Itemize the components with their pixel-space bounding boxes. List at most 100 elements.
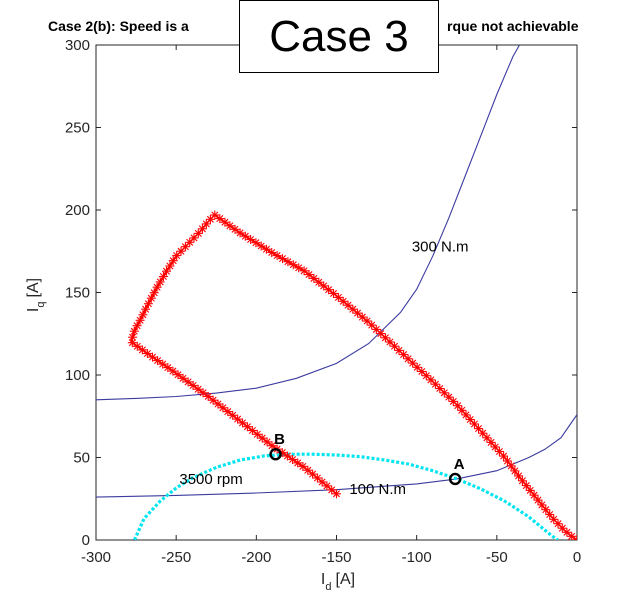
star-stroke	[268, 248, 276, 257]
star-stroke	[258, 434, 266, 442]
star-stroke	[474, 425, 483, 433]
trajectory-star-marker	[168, 366, 178, 376]
trajectory-star-marker	[193, 384, 203, 394]
trajectory-star-marker	[180, 242, 190, 252]
trajectory-star-marker	[332, 489, 341, 499]
star-stroke	[427, 376, 435, 384]
trajectory-star-marker	[299, 266, 309, 276]
star-stroke	[418, 367, 426, 376]
x-tick-label: -150	[321, 549, 351, 566]
star-stroke	[395, 346, 403, 354]
trajectory-star-marker	[210, 210, 220, 220]
trajectory-star-marker	[218, 403, 228, 413]
trajectory-star-marker	[158, 272, 168, 281]
point-label-a: A	[454, 456, 465, 473]
star-stroke	[339, 297, 347, 305]
y-tick-label: 250	[65, 120, 90, 137]
star-stroke	[511, 467, 519, 475]
trajectory-star-marker	[412, 362, 422, 372]
trajectory-star-marker	[486, 437, 496, 447]
star-stroke	[139, 311, 147, 319]
star-stroke	[268, 442, 276, 450]
trajectory-star-marker	[562, 527, 572, 537]
trajectory-star-marker	[137, 345, 147, 355]
star-stroke	[487, 438, 495, 446]
trajectory-star-marker	[178, 373, 188, 383]
trajectory-star-marker	[282, 451, 292, 461]
star-stroke	[284, 258, 292, 266]
trajectory-star-marker	[240, 231, 250, 241]
trajectory-star-marker	[343, 300, 353, 310]
plot-area	[95, 44, 578, 541]
star-stroke	[136, 316, 144, 324]
star-stroke	[148, 353, 157, 361]
star-stroke	[209, 396, 217, 404]
trajectory-star-marker	[201, 219, 211, 229]
trajectory-star-marker	[242, 422, 252, 432]
trajectory-star-marker	[257, 433, 267, 443]
star-stroke	[143, 349, 151, 358]
star-stroke	[153, 283, 161, 291]
star-stroke	[243, 423, 251, 431]
star-stroke	[563, 528, 571, 536]
star-stroke	[130, 327, 138, 335]
x-tick-label: -200	[241, 549, 271, 566]
case-label-box: Case 3	[239, 0, 439, 73]
trajectory-star-marker	[203, 391, 213, 401]
x-axis-label: Id [A]	[321, 571, 355, 593]
star-stroke	[462, 411, 470, 419]
star-stroke	[128, 339, 136, 347]
trajectory-star-marker	[333, 292, 343, 302]
star-stroke	[252, 239, 260, 247]
star-stroke	[323, 482, 331, 490]
star-stroke	[515, 472, 523, 480]
trajectory-star-marker	[324, 285, 334, 295]
star-stroke	[199, 389, 207, 397]
star-stroke	[299, 462, 307, 470]
star-stroke	[162, 267, 171, 275]
trajectory-star-marker	[252, 429, 262, 439]
trajectory-star-marker	[308, 469, 318, 479]
star-stroke	[328, 486, 336, 494]
curve-annotation: 100 N.m	[349, 481, 406, 498]
trajectory-star-marker	[267, 441, 277, 451]
trajectory-star-marker	[173, 370, 183, 380]
star-stroke	[409, 359, 417, 367]
star-stroke	[400, 351, 408, 359]
star-stroke	[226, 222, 234, 230]
trajectory-star-marker	[188, 381, 198, 390]
star-stroke	[479, 429, 487, 437]
star-stroke	[526, 486, 534, 494]
trajectory-star-marker	[499, 451, 509, 461]
trajectory-star-marker	[293, 458, 303, 468]
star-stroke	[133, 342, 141, 350]
star-stroke	[229, 411, 237, 419]
star-stroke	[204, 392, 212, 400]
trajectory-star-marker	[235, 228, 245, 238]
trajectory-star-marker	[162, 266, 171, 276]
trajectory-star-marker	[529, 490, 539, 500]
star-stroke	[522, 482, 530, 490]
trajectory-star-marker	[198, 388, 208, 398]
trajectory-star-marker	[353, 308, 362, 318]
trajectory-star-marker	[521, 481, 531, 491]
trajectory-star-marker	[312, 473, 322, 483]
trajectory-star-marker	[183, 377, 193, 387]
star-stroke	[349, 305, 357, 313]
star-stroke	[538, 501, 546, 509]
star-stroke	[530, 491, 538, 499]
trajectory-star-marker	[247, 426, 257, 435]
trajectory-star-marker	[165, 261, 175, 271]
chart-title-left: Case 2(b): Speed is a	[48, 18, 189, 34]
curve-annotation: 3500 rpm	[179, 471, 242, 488]
trajectory-star-marker	[541, 505, 551, 515]
trajectory-star-marker	[132, 341, 142, 351]
x-tick-label: -250	[161, 549, 191, 566]
star-stroke	[241, 232, 249, 240]
star-stroke	[368, 321, 376, 329]
star-stroke	[164, 364, 172, 372]
star-stroke	[169, 257, 177, 265]
trajectory-star-marker	[567, 531, 577, 540]
star-stroke	[550, 515, 558, 523]
trajectory-star-marker	[537, 500, 547, 510]
